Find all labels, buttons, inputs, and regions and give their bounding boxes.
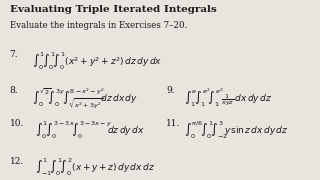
Text: $\int_1^{e}\!\int_1^{e^2}\!\int_1^{e^3}\!\frac{1}{xyz}\,dx\,dy\,dz$: $\int_1^{e}\!\int_1^{e^2}\!\int_1^{e^3}\… — [184, 86, 272, 109]
Text: Evaluating Triple Iterated Integrals: Evaluating Triple Iterated Integrals — [10, 5, 216, 14]
Text: $\int_0^{1}\!\int_0^{3-3x}\!\int_0^{3-3x-y}\!\!dz\,dy\,dx$: $\int_0^{1}\!\int_0^{3-3x}\!\int_0^{3-3x… — [35, 119, 145, 141]
Text: $\int_0^{1}\!\int_0^{1}\!\int_0^{1}(x^2+y^2+z^2)\,dz\,dy\,dx$: $\int_0^{1}\!\int_0^{1}\!\int_0^{1}(x^2+… — [32, 50, 162, 72]
Text: 8.: 8. — [10, 86, 18, 95]
Text: 12.: 12. — [10, 157, 24, 166]
Text: Evaluate the integrals in Exercises 7–20.: Evaluate the integrals in Exercises 7–20… — [10, 21, 187, 30]
Text: 9.: 9. — [166, 86, 175, 95]
Text: 10.: 10. — [10, 119, 24, 128]
Text: 11.: 11. — [166, 119, 181, 128]
Text: $\int_0^{\sqrt{2}}\!\int_0^{3y}\!\int_{\sqrt{x^2+3y^2}}^{8-x^2-y^2}\!\!dz\,dx\,d: $\int_0^{\sqrt{2}}\!\int_0^{3y}\!\int_{\… — [32, 86, 138, 111]
Text: $\int_0^{\pi/6}\!\int_0^{1}\!\int_{-2}^{3}\!y\sin z\,dx\,dy\,dz$: $\int_0^{\pi/6}\!\int_0^{1}\!\int_{-2}^{… — [184, 119, 288, 141]
Text: $\int_{-1}^{1}\!\int_0^{1}\!\int_0^{2}(x+y+z)\,dy\,dx\,dz$: $\int_{-1}^{1}\!\int_0^{1}\!\int_0^{2}(x… — [35, 157, 155, 179]
Text: 7.: 7. — [10, 50, 18, 59]
